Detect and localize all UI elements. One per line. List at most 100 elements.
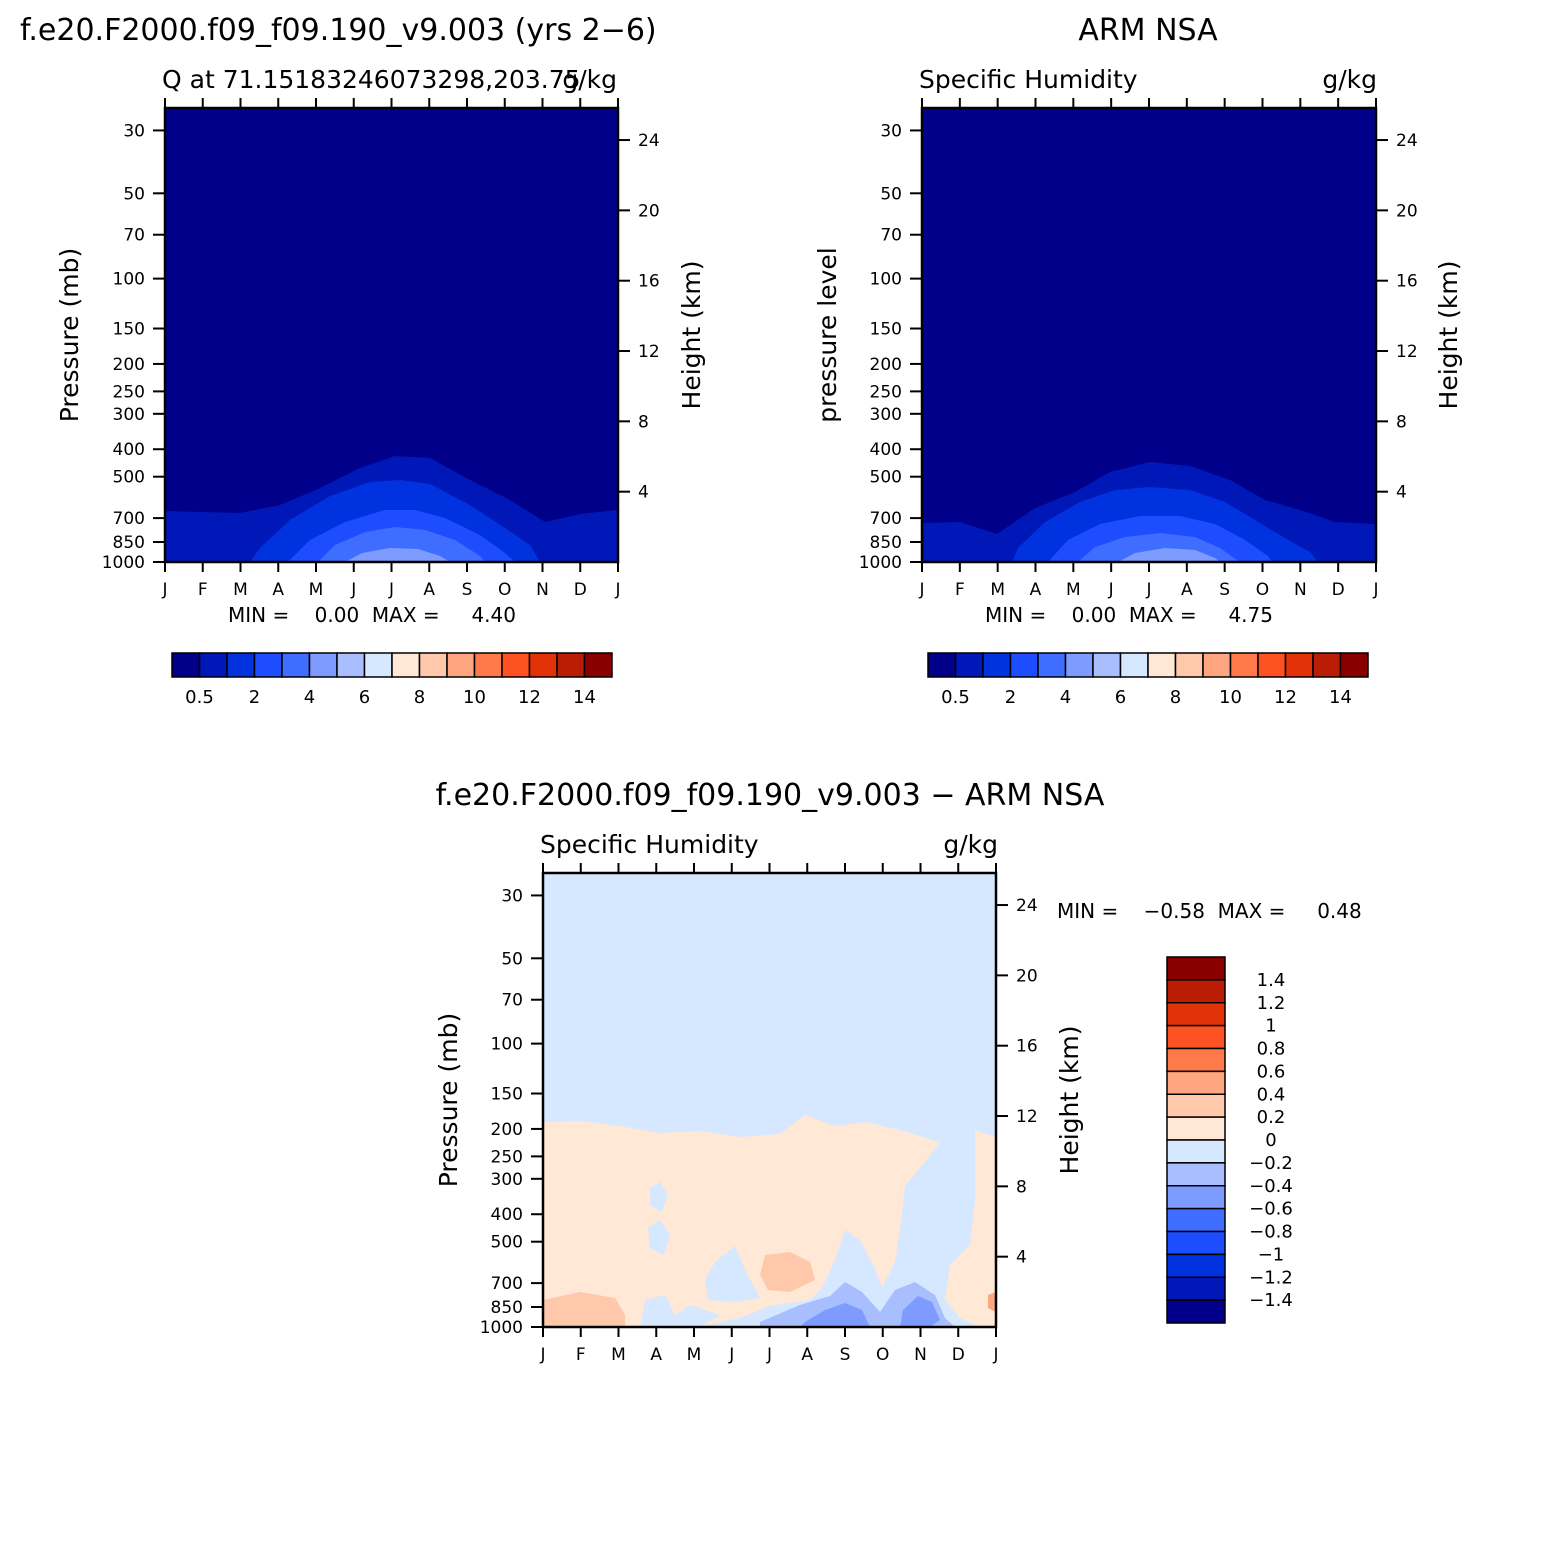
- panel-obs-xtick-label: M: [990, 580, 1005, 600]
- panel-model-xtick-label: M: [233, 580, 248, 600]
- panel-obs-xtick-label: N: [1294, 580, 1307, 600]
- panel-model-colorbar-swatch: [308, 652, 338, 678]
- panel-diff-xtick-label: J: [728, 1345, 734, 1365]
- panel-model-colorbar-swatch: [446, 652, 476, 678]
- panel-diff-level-pos3: [988, 1292, 996, 1312]
- panel-obs-ytick-label: 1000: [859, 553, 902, 573]
- panel-obs-colorbar-swatch: [1119, 652, 1149, 678]
- panel-obs-colorbar-swatch: [954, 652, 984, 678]
- panel-diff-colorbar-label: −1.4: [1249, 1290, 1293, 1311]
- panel-model-colorbar-label: 6: [359, 687, 370, 708]
- panel-obs-ytick-label: 400: [870, 440, 902, 460]
- panel-model-colorbar-swatch: [583, 652, 613, 678]
- panel-diff-y2tick-label: 24: [1016, 896, 1038, 916]
- panel-model-ytick-label: 150: [113, 320, 145, 340]
- panel-obs-xtick-label: F: [955, 580, 965, 600]
- panel-model-colorbar-swatch: [418, 652, 448, 678]
- panel-obs-xtick-label: J: [1145, 580, 1151, 600]
- panel-model-colorbar-label: 12: [518, 687, 541, 708]
- panel-model-colorbar-swatch: [336, 652, 366, 678]
- panel-diff-colorbar-label: −0.2: [1249, 1153, 1293, 1174]
- panel-diff-units: g/kg: [943, 830, 998, 859]
- panel-diff-level-neg3: [800, 1303, 870, 1327]
- panel-obs-ytick-label: 500: [870, 468, 902, 488]
- panel-diff-xtick-label: A: [801, 1345, 813, 1365]
- panel-obs-colorbar-swatch: [1339, 652, 1369, 678]
- panel-diff-level-neg1d: [640, 1295, 720, 1327]
- panel-obs-y2label: Height (km): [1434, 261, 1463, 410]
- panel-obs-y2tick-label: 24: [1396, 131, 1418, 151]
- panel-diff-xtick-label: N: [914, 1345, 927, 1365]
- panel-model-xtick-label: A: [272, 580, 284, 600]
- panel-obs-colorbar-swatch: [982, 652, 1012, 678]
- panel-diff-ytick-label: 500: [491, 1233, 523, 1253]
- panel-obs-colorbar-swatch: [1009, 652, 1039, 678]
- panel-diff-ytick-label: 50: [501, 949, 523, 969]
- panel-diff-colorbar-label: −1.2: [1249, 1267, 1293, 1288]
- panel-model-colorbar-label: 4: [304, 687, 315, 708]
- panel-model-colorbar-swatch: [556, 652, 586, 678]
- panel-diff-ytick-label: 70: [501, 991, 523, 1011]
- panel-model-xtick-label: M: [309, 580, 324, 600]
- panel-model-level-5: [345, 548, 450, 562]
- panel-diff-field: [543, 873, 996, 1327]
- panel-diff-ytick-label: 1000: [480, 1318, 523, 1338]
- panel-diff-ytick-label: 700: [491, 1274, 523, 1294]
- panel-obs-xtick-label: A: [1181, 580, 1193, 600]
- panel-obs-ytick-label: 150: [870, 320, 902, 340]
- panel-obs-colorbar-swatch: [1229, 652, 1259, 678]
- panel-obs-colorbar-swatch: [1037, 652, 1067, 678]
- panel-diff-colorbar-swatch: [1166, 1185, 1226, 1210]
- panel-model-ytick-label: 400: [113, 440, 145, 460]
- panel-model-xtick-label: D: [574, 580, 587, 600]
- panel-diff-ytick-label: 200: [491, 1120, 523, 1140]
- panel-obs-colorbar-swatch: [1147, 652, 1177, 678]
- panel-model-colorbar-swatch: [281, 652, 311, 678]
- panel-model-colorbar-label: 14: [573, 687, 596, 708]
- panel-obs-level-5: [1118, 548, 1220, 562]
- panel-model-colorbar-label: 8: [414, 687, 425, 708]
- panel-model-colorbar-swatch: [391, 652, 421, 678]
- panel-obs-colorbar-swatch: [927, 652, 957, 678]
- panel-model-ytick-label: 1000: [102, 553, 145, 573]
- panel-diff-colorbar-label: −0.8: [1249, 1222, 1293, 1243]
- panel-diff-xtick-label: M: [611, 1345, 626, 1365]
- panel-obs-ytick-label: 70: [880, 226, 902, 246]
- panel-diff-colorbar-swatch: [1166, 1047, 1226, 1073]
- panel-obs-y2tick-label: 8: [1396, 412, 1407, 432]
- panel-model-ytick-label: 850: [113, 533, 145, 553]
- panel-diff: f.e20.F2000.f09_f09.190_v9.003 − ARM NSA…: [434, 778, 1362, 1365]
- panel-diff-colorbar-swatch: [1166, 1230, 1226, 1256]
- panel-model-y2tick-label: 24: [638, 131, 660, 151]
- panel-diff-ytick-label: 30: [501, 886, 523, 906]
- panel-diff-colorbar-swatch: [1166, 1139, 1226, 1164]
- panel-model-colorbar-label: 2: [249, 687, 260, 708]
- panel-obs-colorbar-label: 2: [1005, 687, 1016, 708]
- panel-diff-y2tick-label: 20: [1016, 966, 1038, 986]
- panel-obs-xtick-label: M: [1066, 580, 1081, 600]
- panel-diff-colorbar-swatch: [1166, 956, 1226, 981]
- panel-diff-y2tick-label: 8: [1016, 1177, 1027, 1197]
- panel-obs-ytick-label: 700: [870, 509, 902, 529]
- panel-diff-ylabel: Pressure (mb): [434, 1013, 463, 1187]
- panel-model-colorbar-label: 0.5: [185, 687, 214, 708]
- panel-diff-level-neg1a: [650, 1182, 668, 1212]
- panel-obs-colorbar-label: 8: [1170, 687, 1181, 708]
- panel-model-colorbar-swatch: [363, 652, 393, 678]
- panel-obs-ytick-label: 30: [880, 121, 902, 141]
- panel-obs-y2tick-label: 20: [1396, 201, 1418, 221]
- panel-diff-xtick-label: O: [876, 1345, 889, 1365]
- panel-diff-colorbar-label: 1.2: [1257, 993, 1286, 1014]
- panel-obs-ytick-label: 200: [870, 355, 902, 375]
- panel-diff-ytick-label: 150: [491, 1085, 523, 1105]
- panel-model-xtick-label: N: [536, 580, 549, 600]
- panel-obs-y2tick-label: 4: [1396, 483, 1407, 503]
- panel-obs-ytick-label: 250: [870, 382, 902, 402]
- panel-diff-title: f.e20.F2000.f09_f09.190_v9.003 − ARM NSA: [436, 778, 1105, 813]
- panel-diff-xtick-label: J: [766, 1345, 772, 1365]
- panel-obs-ylabel: pressure level: [813, 247, 842, 422]
- panel-model-field: [165, 108, 618, 562]
- panel-diff-y2tick-label: 4: [1016, 1248, 1027, 1268]
- panel-model-xtick-label: J: [161, 580, 167, 600]
- panel-obs-stats: MIN = 0.00 MAX = 4.75: [985, 603, 1273, 627]
